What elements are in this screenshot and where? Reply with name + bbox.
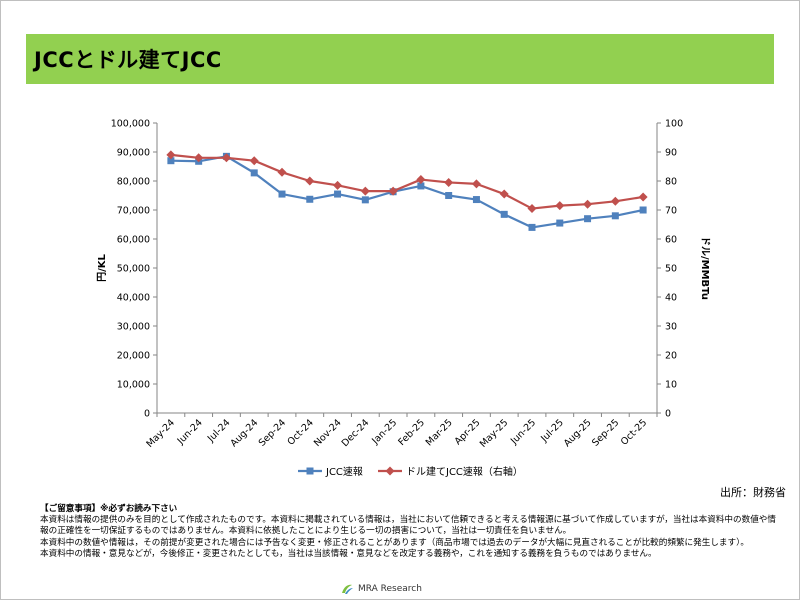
y-axis-title-right: ドル/MMBTu: [699, 236, 711, 300]
y-tick-label-left: 10,000: [117, 380, 150, 391]
data-point-0: [500, 210, 508, 218]
x-tick-label: Feb-25: [396, 417, 427, 448]
brand: MRA Research: [340, 582, 422, 596]
data-point-1: [277, 167, 287, 177]
y-tick-label-left: 50,000: [117, 264, 150, 275]
y-tick-label-right: 50: [665, 264, 677, 275]
x-tick-label: May-24: [144, 417, 177, 450]
data-point-1: [333, 180, 343, 190]
y-tick-label-left: 100,000: [111, 119, 150, 130]
data-point-0: [639, 206, 647, 214]
data-point-0: [472, 196, 480, 204]
y-tick-label-left: 70,000: [117, 206, 150, 217]
data-point-0: [445, 192, 453, 199]
y-tick-label-right: 40: [665, 293, 677, 304]
y-tick-label-right: 0: [665, 409, 671, 420]
data-point-1: [471, 179, 481, 189]
data-point-0: [528, 223, 536, 231]
y-tick-label-right: 100: [665, 119, 683, 130]
x-tick-label: Aug-25: [562, 417, 594, 449]
data-point-0: [361, 196, 369, 204]
y-tick-label-left: 60,000: [117, 235, 150, 246]
data-point-1: [388, 186, 398, 196]
data-point-1: [305, 176, 315, 186]
data-point-1: [166, 150, 176, 160]
x-tick-label: Sep-25: [590, 417, 621, 448]
y-tick-label-right: 90: [665, 148, 677, 159]
x-tick-label: Oct-25: [619, 417, 649, 447]
disclaimer-notes: 【ご留意事項】※必ずお読み下さい 本資料は情報の提供のみを目的として作成されたも…: [40, 504, 780, 560]
y-tick-label-left: 30,000: [117, 322, 150, 333]
legend-marker-0: [306, 467, 314, 475]
data-point-0: [584, 215, 592, 223]
data-point-1: [194, 153, 204, 163]
brand-name: MRA Research: [358, 584, 422, 594]
y-tick-label-right: 60: [665, 235, 677, 246]
x-tick-label: Sep-24: [257, 417, 288, 448]
y-tick-label-right: 30: [665, 322, 677, 333]
notes-line: 本資料は情報の提供のみを目的として作成されたものです。本資料に掲載されている情報…: [40, 515, 776, 537]
data-point-1: [360, 186, 370, 196]
data-point-0: [556, 219, 564, 227]
legend-marker-1: [385, 466, 395, 476]
x-tick-label: Oct-24: [286, 417, 316, 447]
x-tick-label: Aug-24: [228, 417, 260, 449]
series-line-1: [170, 153, 644, 210]
data-point-1: [249, 156, 259, 166]
x-tick-label: Jun-25: [508, 417, 538, 447]
page-title: JCCとドル建てJCC: [34, 48, 222, 72]
data-point-0: [250, 169, 258, 177]
data-point-1: [555, 201, 565, 211]
y-tick-label-left: 20,000: [117, 351, 150, 362]
source-note: 出所：財務省: [720, 486, 786, 499]
data-point-0: [334, 190, 342, 198]
legend-label-1: ドル建てJCC速報（右軸）: [406, 465, 523, 478]
brand-logo-icon: [342, 584, 353, 594]
y-tick-label-right: 70: [665, 206, 677, 217]
data-point-0: [306, 195, 314, 203]
y-tick-label-right: 10: [665, 380, 677, 391]
legend-label-0: JCC速報: [325, 466, 363, 478]
data-point-0: [167, 157, 175, 165]
x-tick-label: Jun-24: [175, 417, 205, 447]
data-point-1: [416, 175, 426, 185]
data-point-1: [499, 189, 509, 199]
x-tick-label: May-25: [478, 417, 511, 450]
y-tick-label-right: 20: [665, 351, 677, 362]
series-line-0: [170, 155, 644, 229]
x-tick-label: Nov-24: [312, 417, 344, 449]
notes-heading: 【ご留意事項】※必ずお読み下さい: [40, 504, 178, 514]
y-axis-title-left: 円/KL: [96, 253, 108, 281]
notes-line: 本資料中の数値や情報は，その前提が変更された場合には予告なく変更・修正されること…: [40, 537, 749, 548]
data-point-0: [417, 182, 425, 190]
x-tick-label: Dec-24: [340, 417, 372, 449]
title-bar: [26, 34, 774, 84]
x-tick-label: Mar-25: [424, 417, 455, 448]
data-point-1: [610, 196, 620, 206]
y-tick-label-right: 80: [665, 177, 677, 188]
y-tick-label-left: 0: [144, 409, 150, 420]
line-chart: 0 10,000 20,000 30,000 40,000 50,000 60,000 70,…: [96, 119, 711, 479]
data-point-0: [611, 212, 619, 220]
data-point-1: [583, 199, 593, 209]
data-point-1: [527, 204, 537, 214]
y-tick-label-left: 80,000: [117, 177, 150, 188]
x-tick-label: Jan-25: [369, 417, 399, 447]
y-tick-label-left: 40,000: [117, 293, 150, 304]
data-point-0: [278, 190, 286, 198]
data-point-1: [638, 192, 648, 202]
data-point-1: [221, 153, 231, 163]
notes-line: 本資料中の情報・意見などが，今後修正・変更されたとしても，当社は当該情報・意見な…: [40, 548, 657, 559]
data-point-1: [444, 177, 454, 187]
y-tick-label-left: 90,000: [117, 148, 150, 159]
